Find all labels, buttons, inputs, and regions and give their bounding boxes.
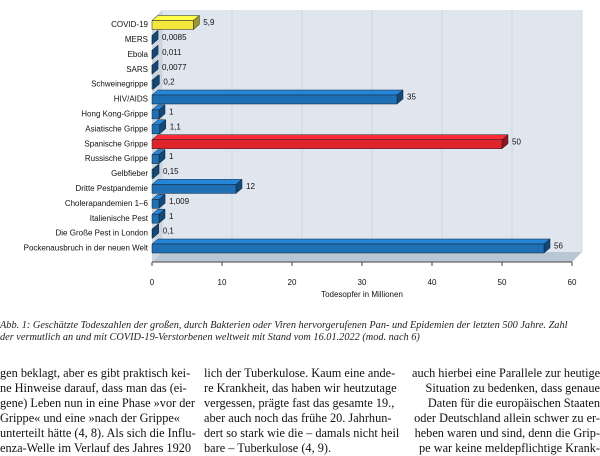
text-line: auch hierbei eine Parallele zur heutigen: [412, 366, 600, 381]
text-line: bare – Tuberkulose (4, 9).: [204, 441, 400, 456]
text-column: gen beklagt, aber es gibt praktisch kei-…: [0, 366, 196, 456]
value-label: 1: [169, 108, 174, 117]
value-label: 12: [246, 182, 255, 191]
text-line: der vermutlich an und mit COVID-19-Verst…: [0, 332, 600, 344]
y-tick-label: Ebola: [128, 50, 149, 59]
value-label: 5,9: [203, 18, 215, 27]
value-label: 0,011: [162, 48, 182, 57]
x-axis-title: Todesopfer in Millionen: [321, 290, 403, 299]
y-tick-label: Spanische Grippe: [84, 139, 148, 148]
x-tick-label: 40: [428, 278, 437, 287]
text-line: Abb. 1: Geschätzte Todeszahlen der große…: [0, 320, 600, 332]
y-tick-label: HIV/AIDS: [114, 95, 148, 104]
text-line: vergessen, prägte fast das gesamte 19.,: [204, 396, 400, 411]
bar-top: [152, 179, 242, 184]
x-tick-label: 30: [358, 278, 367, 287]
value-label: 1: [169, 152, 174, 161]
text-line: Grippe« und eine »nach der Grippe«: [0, 411, 196, 426]
bar: [152, 244, 544, 253]
value-label: 1,1: [170, 122, 182, 131]
text-line: pe war keine meldepflichtige Krank-: [412, 441, 600, 456]
y-tick-label: Schweinegrippe: [91, 80, 148, 89]
text-line: unterteilt hätte (4, 8). Als sich die In…: [0, 426, 196, 441]
x-tick-label: 0: [150, 278, 155, 287]
text-line: oder Deutschland allein schwer zu er-: [412, 411, 600, 426]
y-tick-label: SARS: [126, 65, 148, 74]
bar: [152, 199, 159, 208]
y-tick-label: Italienische Pest: [90, 214, 149, 223]
text-line: enza-Welle im Verlauf des Jahres 1920: [0, 441, 196, 456]
bar: [152, 229, 153, 238]
value-label: 35: [407, 93, 416, 102]
y-tick-label: Russische Grippe: [85, 154, 149, 163]
y-tick-label: Gelbfieber: [111, 169, 148, 178]
value-label: 50: [512, 137, 521, 146]
text-line: aber auch noch das frühe 20. Jahrhun-: [204, 411, 400, 426]
bar: [152, 184, 236, 193]
text-line: Daten für die europäischen Staaten: [412, 396, 600, 411]
text-line: lich der Tuberkulose. Kaum eine ande-: [204, 366, 400, 381]
y-tick-label: Pockenausbruch in der neuen Welt: [24, 244, 149, 253]
bar: [152, 170, 153, 179]
bar: [152, 21, 193, 30]
text-column: lich der Tuberkulose. Kaum eine ande-re …: [204, 366, 400, 456]
y-tick-label: COVID-19: [111, 20, 148, 29]
caption: Abb. 1: Geschätzte Todeszahlen der große…: [0, 320, 600, 344]
x-tick-label: 20: [288, 278, 297, 287]
bar: [152, 140, 502, 149]
bar-top: [152, 135, 508, 140]
floor: [152, 252, 582, 262]
bar: [152, 125, 160, 134]
x-tick-label: 60: [568, 278, 577, 287]
chart: Todesopfer in Millionen 0 10 20 30 40 50 60 COV…: [0, 0, 600, 310]
value-label: 0,1: [163, 227, 175, 236]
value-label: 0,0077: [162, 63, 187, 72]
value-label: 56: [554, 242, 563, 251]
bar-top: [152, 16, 199, 21]
y-tick-label: Cholerapandemien 1–6: [65, 199, 149, 208]
bar: [152, 110, 159, 119]
text-line: re Krankheit, das haben wir heutzutage: [204, 381, 400, 396]
y-tick-label: Dritte Pestpandemie: [76, 184, 149, 193]
y-tick-label: Die Große Pest in London: [56, 229, 149, 238]
value-label: 0,15: [163, 167, 179, 176]
text-line: Situation zu bedenken, dass genaue: [412, 381, 600, 396]
text-line: heben waren und sind, denn die Grip-: [412, 426, 600, 441]
text-line: gen beklagt, aber es gibt praktisch kei-: [0, 366, 196, 381]
bar: [152, 95, 397, 104]
value-label: 0,2: [163, 78, 175, 87]
value-label: 1: [169, 212, 174, 221]
bar-top: [152, 239, 550, 244]
text-line: gene) Leben nun in eine Phase »vor der: [0, 396, 196, 411]
x-tick-label: 50: [498, 278, 507, 287]
bar: [152, 214, 159, 223]
y-tick-label: Asiatische Grippe: [85, 124, 148, 133]
text-line: dert so stark wie die – damals nicht hei…: [204, 426, 400, 441]
value-label: 1,009: [169, 197, 190, 206]
y-tick-label: MERS: [125, 35, 148, 44]
y-tick-label: Hong Kong-Grippe: [81, 110, 148, 119]
bar-top: [152, 90, 403, 95]
text-column: auch hierbei eine Parallele zur heutigen…: [412, 366, 600, 456]
x-tick-label: 10: [218, 278, 227, 287]
bar: [152, 155, 159, 164]
value-label: 0,0085: [162, 33, 187, 42]
text-line: ne Hinweise darauf, dass man das (ei-: [0, 381, 196, 396]
bar: [152, 80, 153, 89]
